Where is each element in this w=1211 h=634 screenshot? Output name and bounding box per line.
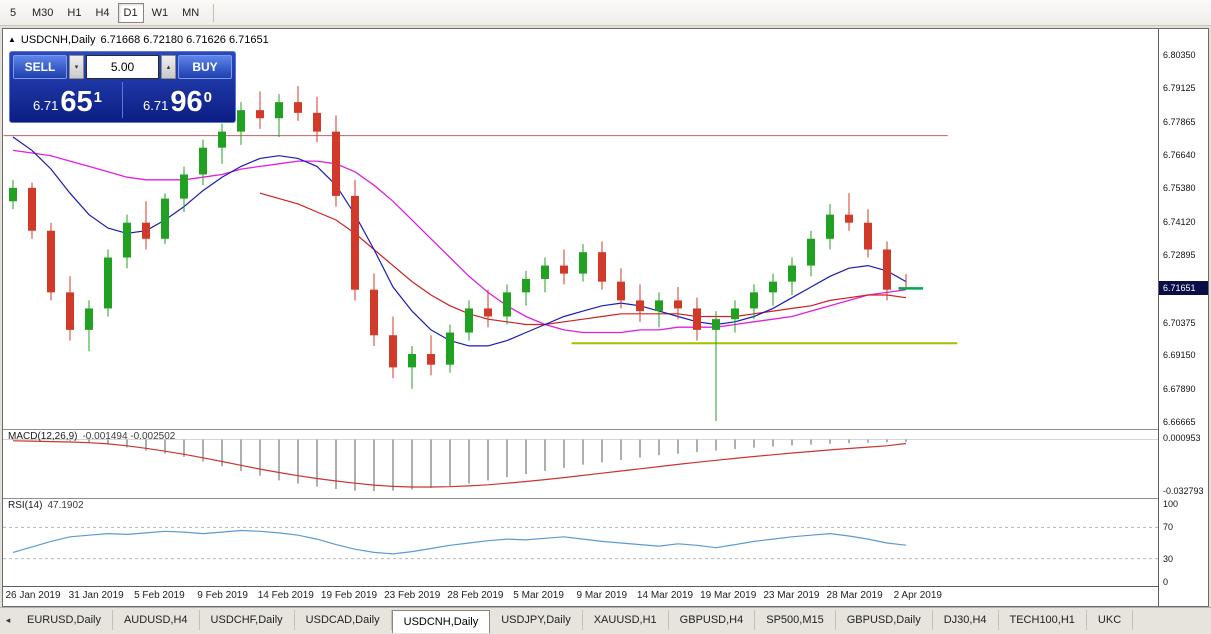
price-axis-tick: 6.66665	[1163, 416, 1196, 427]
timeframe-toolbar: 5 M30 H1 H4 D1 W1 MN	[0, 0, 1211, 26]
chart-tab-usdjpy-daily[interactable]: USDJPY,Daily	[490, 610, 583, 630]
macd-indicator-values: -0.001494 -0.002502	[82, 431, 176, 442]
collapse-arrow-icon[interactable]: ▲	[8, 35, 16, 44]
buy-button[interactable]: BUY	[178, 55, 232, 79]
timeframe-button-h1[interactable]: H1	[61, 3, 87, 23]
bid-pip-digit: 1	[93, 89, 102, 106]
date-label: 19 Feb 2019	[320, 590, 378, 601]
date-label: 14 Mar 2019	[636, 590, 694, 601]
tab-scroll-left[interactable]: ◂	[0, 610, 16, 630]
macd-label: MACD(12,26,9) -0.001494 -0.002502	[8, 431, 175, 442]
timeframe-button-mn[interactable]: MN	[176, 3, 205, 23]
date-label: 5 Feb 2019	[134, 590, 185, 601]
date-label: 2 Apr 2019	[893, 590, 942, 601]
toolbar-separator	[213, 3, 215, 22]
timeframe-button-w1[interactable]: W1	[146, 3, 175, 23]
macd-axis-tick: -0.032793	[1163, 486, 1204, 497]
timeframe-button-m30[interactable]: M30	[26, 3, 59, 23]
price-axis-tick: 6.74120	[1163, 217, 1196, 228]
bid-big-digits: 65	[60, 86, 93, 119]
date-label: 19 Mar 2019	[700, 590, 757, 601]
caret-up-icon: ▴	[166, 63, 171, 71]
sell-button[interactable]: SELL	[13, 55, 67, 79]
date-label: 23 Feb 2019	[384, 590, 441, 601]
chart-tab-usdcnh-daily[interactable]: USDCNH,Daily	[391, 610, 491, 633]
macd-axis-tick: 0.000953	[1163, 433, 1201, 444]
rsi-axis-tick: 30	[1163, 553, 1174, 564]
chart-title: ▲ USDCNH,Daily 6.71668 6.72180 6.71626 6…	[8, 34, 269, 46]
date-label: 31 Jan 2019	[68, 590, 124, 601]
arrow-left-icon: ◂	[5, 614, 11, 625]
date-label: 28 Mar 2019	[826, 590, 883, 601]
timeframe-button-d1[interactable]: D1	[117, 2, 144, 23]
date-label: 14 Feb 2019	[257, 590, 314, 601]
price-axis[interactable]: 6.71651 6.80350 6.79125 6.77865 6.76640 6.75…	[1158, 29, 1208, 606]
price-axis-tick: 6.79125	[1163, 83, 1196, 94]
price-axis-tick: 6.67890	[1163, 384, 1196, 395]
price-axis-tick: 6.76640	[1163, 149, 1196, 160]
price-axis-tick: 6.70375	[1163, 317, 1196, 328]
chart-tab-ukc[interactable]: UKC	[1087, 610, 1134, 630]
chart-ohlc: 6.71668 6.72180 6.71626 6.71651	[100, 34, 269, 46]
chart-tab-bar: ◂ EURUSD,Daily AUDUSD,H4 USDCHF,Daily USDCA…	[0, 607, 1211, 634]
main-chart-pane[interactable]: ▲ USDCNH,Daily 6.71668 6.72180 6.71626 6…	[3, 29, 1158, 429]
date-label: 23 Mar 2019	[763, 590, 820, 601]
pane-separator	[3, 586, 1208, 587]
timeframe-button-5[interactable]: 5	[2, 3, 24, 23]
chart-tab-xauusd-h1[interactable]: XAUUSD,H1	[583, 610, 669, 630]
rsi-pane[interactable]: RSI(14) 47.1902	[3, 498, 1158, 586]
date-label: 9 Feb 2019	[197, 590, 248, 601]
volume-input[interactable]	[86, 55, 159, 79]
macd-pane[interactable]: MACD(12,26,9) -0.001494 -0.002502	[3, 429, 1158, 498]
chart-window: ▲ USDCNH,Daily 6.71668 6.72180 6.71626 6…	[2, 28, 1209, 607]
ask-price: 6.71 96 0	[123, 80, 232, 120]
macd-indicator-name: MACD(12,26,9)	[8, 431, 78, 442]
price-axis-tick: 6.69150	[1163, 350, 1196, 361]
rsi-axis-tick: 70	[1163, 522, 1174, 533]
chart-tab-tech100-h1[interactable]: TECH100,H1	[999, 610, 1087, 630]
macd-plot	[3, 438, 1158, 492]
chart-tab-gbpusd-daily[interactable]: GBPUSD,Daily	[836, 610, 933, 630]
time-axis[interactable]: 26 Jan 2019 31 Jan 2019 5 Feb 2019 9 Feb 20…	[3, 587, 1158, 606]
pane-separator[interactable]	[3, 498, 1158, 499]
bid-ask-display: 6.71 65 1 6.71 96 0	[13, 80, 232, 120]
date-label: 5 Mar 2019	[513, 590, 564, 601]
caret-down-icon: ▾	[74, 63, 79, 71]
chart-tab-usdcad-daily[interactable]: USDCAD,Daily	[295, 610, 392, 630]
ask-big-digits: 96	[170, 86, 203, 119]
price-divider	[122, 82, 123, 118]
chart-tab-sp500-m15[interactable]: SP500,M15	[755, 610, 836, 630]
price-axis-tick: 6.80350	[1163, 50, 1196, 61]
chart-tab-dj30-h4[interactable]: DJ30,H4	[933, 610, 999, 630]
ask-prefix: 6.71	[143, 98, 169, 113]
chart-tab-eurusd-daily[interactable]: EURUSD,Daily	[16, 610, 113, 630]
chart-tab-audusd-h4[interactable]: AUDUSD,H4	[113, 610, 200, 630]
rsi-plot	[3, 526, 1158, 560]
date-label: 28 Feb 2019	[447, 590, 504, 601]
bid-price: 6.71 65 1	[13, 80, 122, 120]
candlestick-plot	[3, 86, 958, 421]
price-axis-tick: 6.77865	[1163, 116, 1196, 127]
chart-symbol: USDCNH,Daily	[20, 34, 96, 46]
rsi-label: RSI(14) 47.1902	[8, 500, 84, 511]
date-label: 9 Mar 2019	[576, 590, 628, 601]
ask-pip-digit: 0	[203, 89, 212, 106]
bid-prefix: 6.71	[33, 98, 59, 113]
timeframe-button-h4[interactable]: H4	[89, 3, 115, 23]
price-axis-tick: 6.75380	[1163, 183, 1196, 194]
chart-tab-usdchf-daily[interactable]: USDCHF,Daily	[200, 610, 295, 630]
rsi-axis-tick: 100	[1163, 499, 1179, 509]
price-axis-tick: 6.72895	[1163, 249, 1196, 260]
rsi-axis-tick: 0	[1163, 577, 1169, 587]
volume-increase-button[interactable]: ▴	[161, 55, 176, 79]
rsi-indicator-name: RSI(14)	[8, 500, 43, 511]
chart-tab-gbpusd-h4[interactable]: GBPUSD,H4	[669, 610, 756, 630]
date-label: 26 Jan 2019	[5, 590, 61, 601]
rsi-indicator-value: 47.1902	[47, 500, 84, 511]
trade-controls-row: SELL ▾ ▴ BUY	[13, 55, 232, 79]
current-price-tag: 6.71651	[1159, 281, 1208, 296]
volume-decrease-button[interactable]: ▾	[69, 55, 84, 79]
pane-separator[interactable]	[3, 429, 1158, 430]
